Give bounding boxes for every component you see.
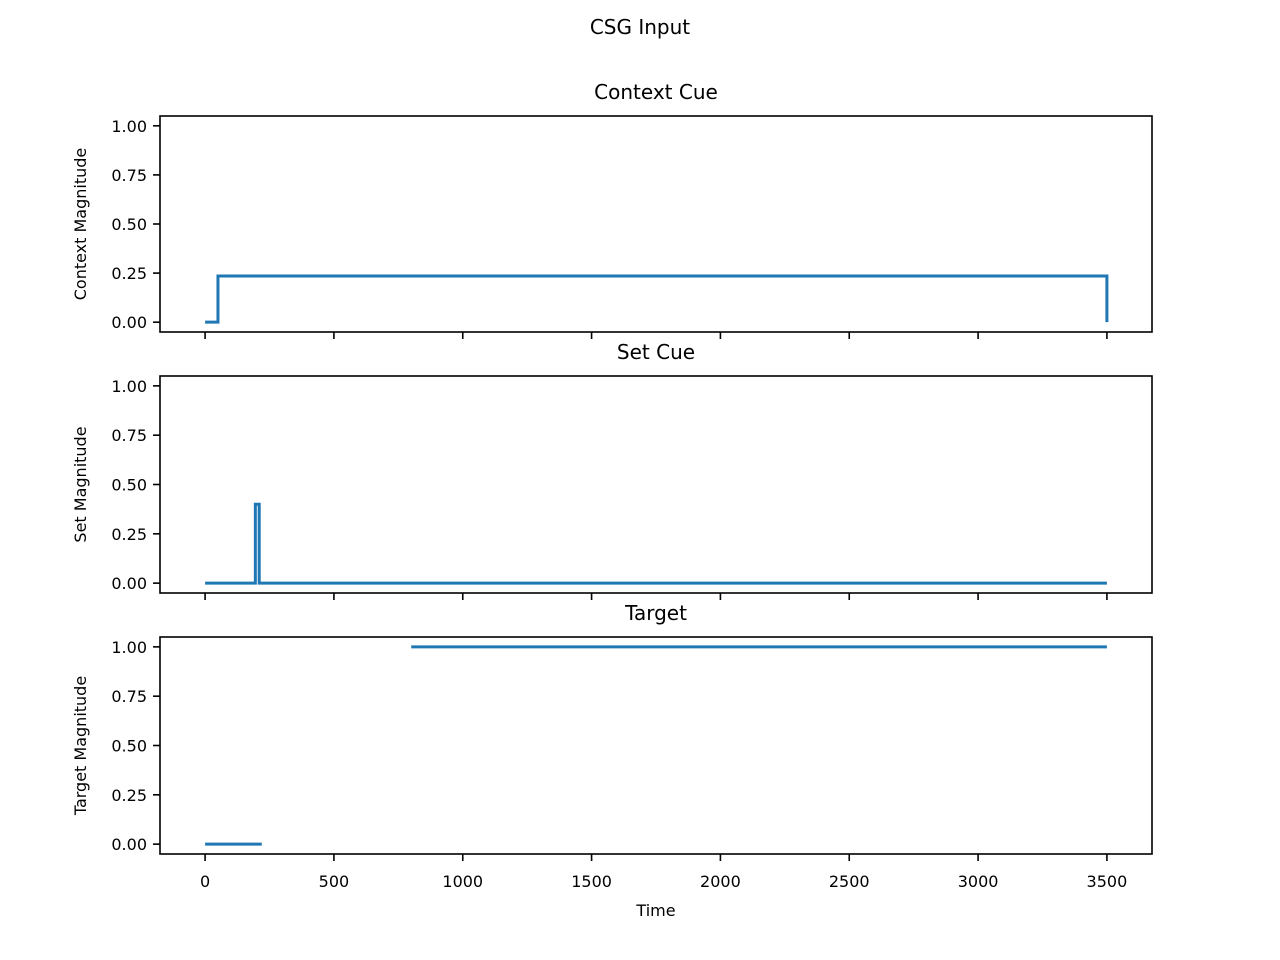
set-cue-y-tick-label: 0.75 — [111, 426, 147, 445]
set-cue-y-tick-label: 0.25 — [111, 525, 147, 544]
target-x-tick-label: 2000 — [700, 872, 741, 891]
target-y-tick-label: 0.50 — [111, 737, 147, 756]
context-cue-y-tick-label: 0.00 — [111, 313, 147, 332]
set-cue-title: Set Cue — [617, 340, 695, 364]
context-cue-series-line — [205, 274, 1109, 324]
set-cue-y-tick-label: 1.00 — [111, 377, 147, 396]
set-cue-y-axis-label: Set Magnitude — [71, 426, 90, 542]
target-y-tick-label: 0.25 — [111, 786, 147, 805]
set-cue-panel: Set Cue Set Magnitude 0.00 0.25 0.50 0.75 1.00 — [71, 340, 1153, 600]
target-x-tick-label: 3500 — [1087, 872, 1128, 891]
target-x-tick-label: 2500 — [829, 872, 870, 891]
target-y-axis-label: Target Magnitude — [71, 676, 90, 816]
context-cue-plot-frame — [159, 115, 1153, 333]
target-x-tick-label: 0 — [200, 872, 210, 891]
target-x-tick-label: 1000 — [442, 872, 483, 891]
context-cue-y-axis-label: Context Magnitude — [71, 148, 90, 301]
target-x-tick-label: 500 — [319, 872, 350, 891]
set-cue-plot-frame — [159, 375, 1153, 594]
target-x-tick-label: 1500 — [571, 872, 612, 891]
set-cue-y-tick-label: 0.50 — [111, 476, 147, 495]
figure-suptitle: CSG Input — [590, 15, 690, 39]
context-cue-y-tick-label: 0.75 — [111, 166, 147, 185]
set-cue-series-line — [205, 502, 1107, 585]
target-title: Target — [624, 601, 687, 625]
context-cue-y-tick-label: 0.25 — [111, 264, 147, 283]
target-x-tick-label: 3000 — [958, 872, 999, 891]
target-x-axis-label: Time — [635, 901, 675, 920]
target-y-tick-label: 1.00 — [111, 638, 147, 657]
target-panel: Target Target Magnitude 0.00 0.25 0.50 0.75 1.… — [71, 601, 1153, 920]
context-cue-panel: Context Cue Context Magnitude 0.00 0.25 0.50… — [71, 80, 1153, 339]
target-y-tick-label: 0.00 — [111, 835, 147, 854]
context-cue-y-tick-label: 0.50 — [111, 215, 147, 234]
target-y-tick-label: 0.75 — [111, 687, 147, 706]
context-cue-title: Context Cue — [594, 80, 718, 104]
context-cue-y-tick-label: 1.00 — [111, 117, 147, 136]
set-cue-y-tick-label: 0.00 — [111, 574, 147, 593]
target-plot-frame — [159, 636, 1153, 855]
